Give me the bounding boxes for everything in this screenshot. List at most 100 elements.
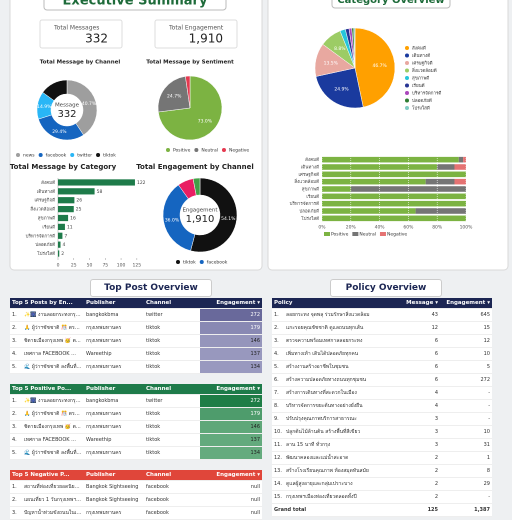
table-cell: 14. [272,477,284,491]
table-cell: 2. [10,407,22,421]
legend-swatch [352,232,359,236]
bar-segment [322,186,351,192]
table-cell: 645 [440,308,492,322]
x-tick-label: 40% [375,225,386,231]
table-cell: ปลูกต้นไม้ล้านต้น สร้างพื้นที่สีเขียว [284,425,388,439]
table-row: 3. ชิตายเมืองกรุงเทพ 🥳 ต... กรุงเทพมหานคร t… [10,334,263,348]
bar-segment [454,164,466,170]
slice [42,79,68,101]
table-cell: กรุงเทพมหานคร [84,506,145,520]
bar [58,232,63,239]
legend-label: tiktok [103,153,116,159]
table-cell: 13. [272,464,284,478]
header-row: Top 5 Positive Po... Publisher Channel Enga… [10,384,262,395]
bar-segment [322,215,466,222]
chart-title: Total Message by Sentiment [146,60,234,66]
table-cell: กรุงเทพมหานคร [84,321,145,335]
table-cell: 5. [10,446,22,460]
column-header: Engagement [200,470,263,481]
slice [353,27,356,69]
panel-title: Category Overview [337,0,444,6]
table-row: 7. สร้างการเดินทางที่สะดวกในเมือง 4- [272,386,492,400]
y-tick-label: ปลอดภัยดี [299,209,319,215]
kpi-label: Total Messages [53,25,99,32]
kpi-value: 332 [85,32,108,46]
kpi-label: Total Engagement [168,25,224,32]
column-header: Publisher [84,384,144,395]
table-cell: กรุงเทพมหานคร [84,407,144,421]
table-cell: 1 [440,451,492,465]
table-cell: Wareethip [84,433,144,447]
table-cell: facebook [144,480,201,494]
slice [157,76,191,113]
table-cell: 🌊 ผู้ว่าฯชัชชาติ ลงพื้นที่... [22,360,85,374]
center-label: Message [55,103,80,109]
value-label: 4 [63,242,66,248]
table-cell: 272 [200,308,263,322]
legend-swatch [405,83,409,88]
column-header: Engagement [200,384,262,395]
table-cell: กรุงเทพมหานคร [84,446,144,460]
table-cell: 🌊 ผู้ว่าฯชัชชาติ ลงพื้นที่... [22,446,84,460]
column-header: Publisher [84,298,145,309]
table-cell: ปรับปรุงคุณภาพบริการสาธารณะ [284,412,388,426]
y-tick-label: ปลอดภัยดี [35,242,55,248]
y-tick-label: เรียนดี [306,194,319,200]
slice-label: 36.0% [165,218,180,224]
table-row: 4. เพิ่มทางเท้า เดินได้ปลอดภัยทุกคน 6 10 [272,347,492,361]
table-cell: - [440,412,492,426]
table-cell: แผนเที่ยว 1 วันกรุงเทพฯ... [22,493,85,507]
table-cell: ดูแลผู้สูงอายุและกลุ่มเปราะบาง [284,477,388,491]
kpi-value: 1,910 [189,32,223,46]
bar-segment [425,178,455,185]
bar-segment [322,200,466,207]
table-cell: สร้างการเดินทางที่สะดวกในเมือง [284,386,388,400]
data-table: Top 5 Positive Po... Publisher Channel Enga… [10,384,262,460]
panel-title: Executive Summary [63,0,208,9]
table-row: 15. กรุงเทพฯเมืองท่องเที่ยวตลอดทั้งปี 2- [272,490,492,504]
chart-title: Total Message by Channel [40,60,121,66]
slice [190,177,238,253]
table-cell: Bangkok Sightseeing [84,480,145,494]
table-cell: tiktok [144,334,201,348]
title-box [331,0,451,9]
y-tick-label: เดินทางดี [37,189,55,195]
legend-swatch [405,46,409,50]
value-label: 58 [97,189,103,195]
top-post-title: Top Post Overview [90,279,212,297]
table-cell: 1. [10,394,22,408]
bar-segment [322,193,466,200]
table-cell: 3 [388,425,440,439]
y-tick-label: สุขภาพดี [38,216,55,222]
table-cell: พัฒนาคลองและแม่น้ำสะอาด [284,451,388,465]
y-tick-label: สิ่งแวดล้อมดี [30,206,55,213]
table-cell: 5. [272,360,284,374]
table-cell: กรุงเทพมหานคร [84,360,145,374]
table-cell: tiktok [144,433,200,447]
table-cell: 5. [10,360,22,374]
table-cell: กรุงเทพมหานคร [84,334,145,348]
x-tick-label: 75 [102,263,108,269]
y-tick-label: เรียนดี [42,224,55,230]
legend-label: บริหารจัดการดี [412,91,441,97]
legend-label: facebook [207,260,228,266]
table-cell: ✨🎆 งานลอยกระทงกรุงเ... [22,394,84,408]
kpi-card [154,19,238,49]
legend-swatch [199,260,204,264]
table-cell: bangkokbma [84,308,145,322]
table-cell: กรุงเทพมหานคร [84,420,144,434]
bar-segment [322,208,416,214]
bar-segment [437,164,455,170]
legend-swatch [221,148,226,152]
slice-label: 40.7% [82,101,97,107]
charts-area: Executive Summary Category Overview Total … [9,0,509,271]
table-cell: 6. [272,373,284,387]
value-label: 26 [76,198,82,204]
x-tick-label: 100% [460,225,474,231]
slice-label: 73.0% [198,119,213,125]
table-cell: 146 [200,420,262,434]
table-cell: 146 [200,334,263,348]
y-tick-label: สุขภาพดี [302,187,319,193]
slice-label: 13.5% [324,60,339,66]
